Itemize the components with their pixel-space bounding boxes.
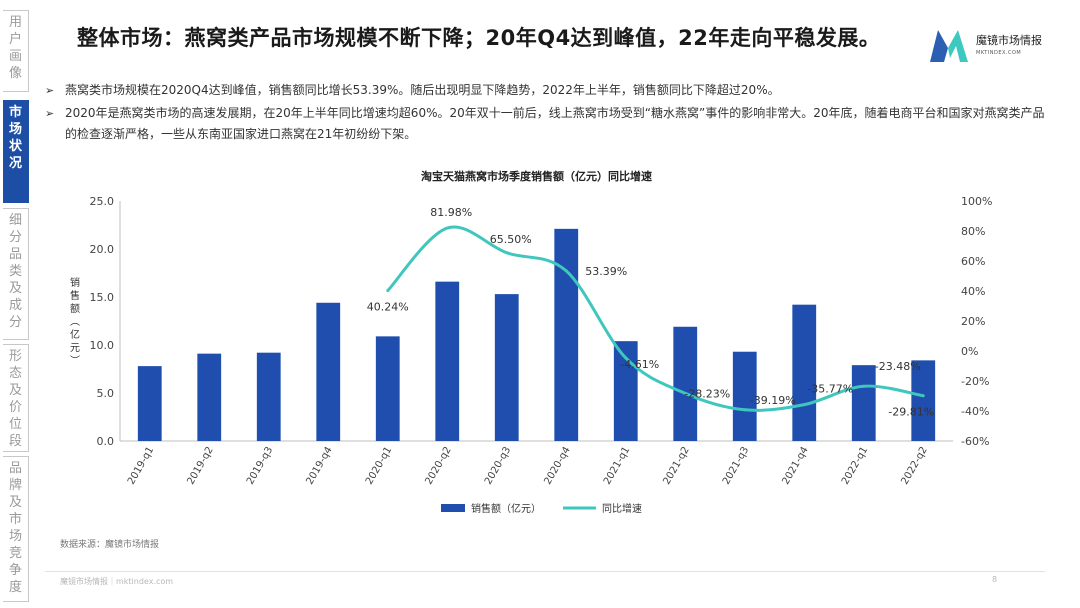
x-tick-label: 2022-q2 [899, 445, 929, 487]
y2-tick-label: 0% [961, 345, 978, 358]
growth-data-label: -39.19% [750, 394, 796, 407]
growth-point [683, 391, 687, 395]
growth-point [743, 408, 747, 412]
bar [494, 294, 519, 441]
growth-point [505, 251, 509, 255]
x-tick-label: 2021-q2 [661, 445, 691, 487]
bullet-text: 2020年是燕窝类市场的高速发展期，在20年上半年同比增速均超60%。20年双十… [65, 106, 1045, 141]
y2-tick-label: 100% [961, 195, 992, 208]
growth-data-label: 81.98% [430, 206, 472, 219]
x-tick-label: 2021-q1 [602, 445, 632, 487]
bar [375, 336, 400, 441]
x-tick-label: 2019-q2 [185, 445, 215, 487]
tab-label: 形态及价位段 [8, 349, 22, 449]
growth-point [862, 384, 866, 388]
y-tick-label: 5.0 [97, 387, 115, 400]
tab-brand-competition[interactable]: 品牌及市场竞争度 [3, 456, 29, 602]
x-tick-label: 2022-q1 [840, 445, 870, 487]
brand-logo[interactable]: 魔镜市场情报 MKTINDEX.COM [928, 26, 1068, 66]
bar [851, 365, 876, 441]
tab-user-profile[interactable]: 用户画像 [3, 10, 29, 92]
legend-bar-label: 销售额（亿元） [471, 502, 541, 515]
legend-bar-swatch [441, 504, 465, 512]
growth-point [921, 394, 925, 398]
growth-data-label: 40.24% [367, 301, 409, 314]
growth-point [445, 226, 449, 230]
x-tick-label: 2019-q3 [245, 445, 275, 487]
growth-data-label: 65.50% [490, 233, 532, 246]
summary-bullet: ➢ 燕窝类市场规模在2020Q4达到峰值，销售额同比增长53.39%。随后出现明… [45, 80, 1045, 101]
x-tick-label: 2020-q1 [364, 445, 394, 487]
chart-svg: 淘宝天猫燕窝市场季度销售额（亿元）同比增速 0.0 5.0 10.0 15.0 20.0 2… [70, 169, 992, 515]
growth-data-label: -28.23% [684, 387, 730, 400]
logo-mark-left [930, 30, 948, 62]
x-tick-label: 2019-q4 [304, 445, 334, 487]
footer-watermark: 魔镜市场情报｜mktindex.com [60, 577, 174, 586]
summary-bullet: ➢ 2020年是燕窝类市场的高速发展期，在20年上半年同比增速均超60%。20年… [45, 103, 1045, 145]
logo-url: MKTINDEX.COM [976, 50, 1022, 56]
growth-data-label: -29.81% [888, 406, 934, 419]
bar [197, 353, 222, 441]
y2-tick-label: 40% [961, 285, 985, 298]
bar [673, 326, 698, 441]
logo-name: 魔镜市场情报 [976, 34, 1042, 47]
tab-category-ingredients[interactable]: 细分品类及成分 [3, 208, 29, 340]
x-tick-label: 2020-q3 [483, 445, 513, 487]
growth-data-label: -4.61% [620, 358, 659, 371]
growth-line [386, 225, 924, 412]
tab-market-status[interactable]: 市场状况 [3, 100, 29, 203]
x-tick-label: 2021-q4 [780, 445, 810, 487]
page-number: 8 [992, 575, 998, 584]
tab-label: 市场状况 [8, 105, 22, 171]
growth-point [564, 269, 568, 273]
bar [435, 281, 460, 441]
bar [613, 341, 638, 441]
growth-point [624, 356, 628, 360]
y-tick-label: 15.0 [90, 291, 115, 304]
y2-tick-label: 60% [961, 255, 985, 268]
y2-tick-label: -60% [961, 435, 989, 448]
y2-tick-label: 20% [961, 315, 985, 328]
logo-mark-right [948, 30, 968, 62]
bullet-text: 燕窝类市场规模在2020Q4达到峰值，销售额同比增长53.39%。随后出现明显下… [65, 83, 780, 97]
sales-growth-chart: 淘宝天猫燕窝市场季度销售额（亿元）同比增速 0.0 5.0 10.0 15.0 20.0 2… [58, 168, 1033, 528]
bar [256, 352, 281, 441]
chart-title: 淘宝天猫燕窝市场季度销售额（亿元）同比增速 [421, 169, 652, 183]
tab-label: 品牌及市场竞争度 [8, 461, 22, 595]
growth-data-label: -23.48% [875, 360, 921, 373]
x-tick-label: 2020-q4 [542, 445, 572, 487]
growth-point [802, 403, 806, 407]
x-tick-label: 2021-q3 [721, 445, 751, 487]
y2-tick-label: 80% [961, 225, 985, 238]
bar [911, 360, 936, 441]
logo-mark-icon [930, 30, 968, 62]
bullet-arrow-icon: ➢ [45, 107, 55, 120]
bar [316, 302, 341, 441]
tab-form-price[interactable]: 形态及价位段 [3, 344, 29, 452]
tab-label: 用户画像 [8, 15, 22, 81]
legend-line-label: 同比增速 [602, 502, 642, 515]
tab-label: 细分品类及成分 [8, 213, 22, 330]
growth-data-label: -35.77% [807, 383, 853, 396]
x-tick-label: 2019-q1 [126, 445, 156, 487]
summary-bullets: ➢ 燕窝类市场规模在2020Q4达到峰值，销售额同比增长53.39%。随后出现明… [45, 80, 1045, 147]
bar [554, 228, 579, 441]
y2-tick-label: -40% [961, 405, 989, 418]
bar [137, 366, 162, 441]
x-tick-label: 2020-q2 [423, 445, 453, 487]
growth-point [386, 289, 390, 293]
data-source: 数据来源：魔镜市场情报 [60, 540, 160, 550]
y-tick-label: 0.0 [97, 435, 115, 448]
bar [792, 304, 817, 441]
bar [732, 351, 757, 441]
bullet-arrow-icon: ➢ [45, 84, 55, 97]
y2-tick-label: -20% [961, 375, 989, 388]
page-title: 整体市场：燕窝类产品市场规模不断下降；20年Q4达到峰值，22年走向平稳发展。 [77, 26, 881, 50]
y-tick-label: 25.0 [90, 195, 115, 208]
footer-divider [45, 571, 1045, 572]
y-tick-label: 10.0 [90, 339, 115, 352]
y-tick-label: 20.0 [90, 243, 115, 256]
growth-data-label: 53.39% [585, 265, 627, 278]
y-axis-label: 销售额︵亿元︶ [70, 276, 80, 367]
